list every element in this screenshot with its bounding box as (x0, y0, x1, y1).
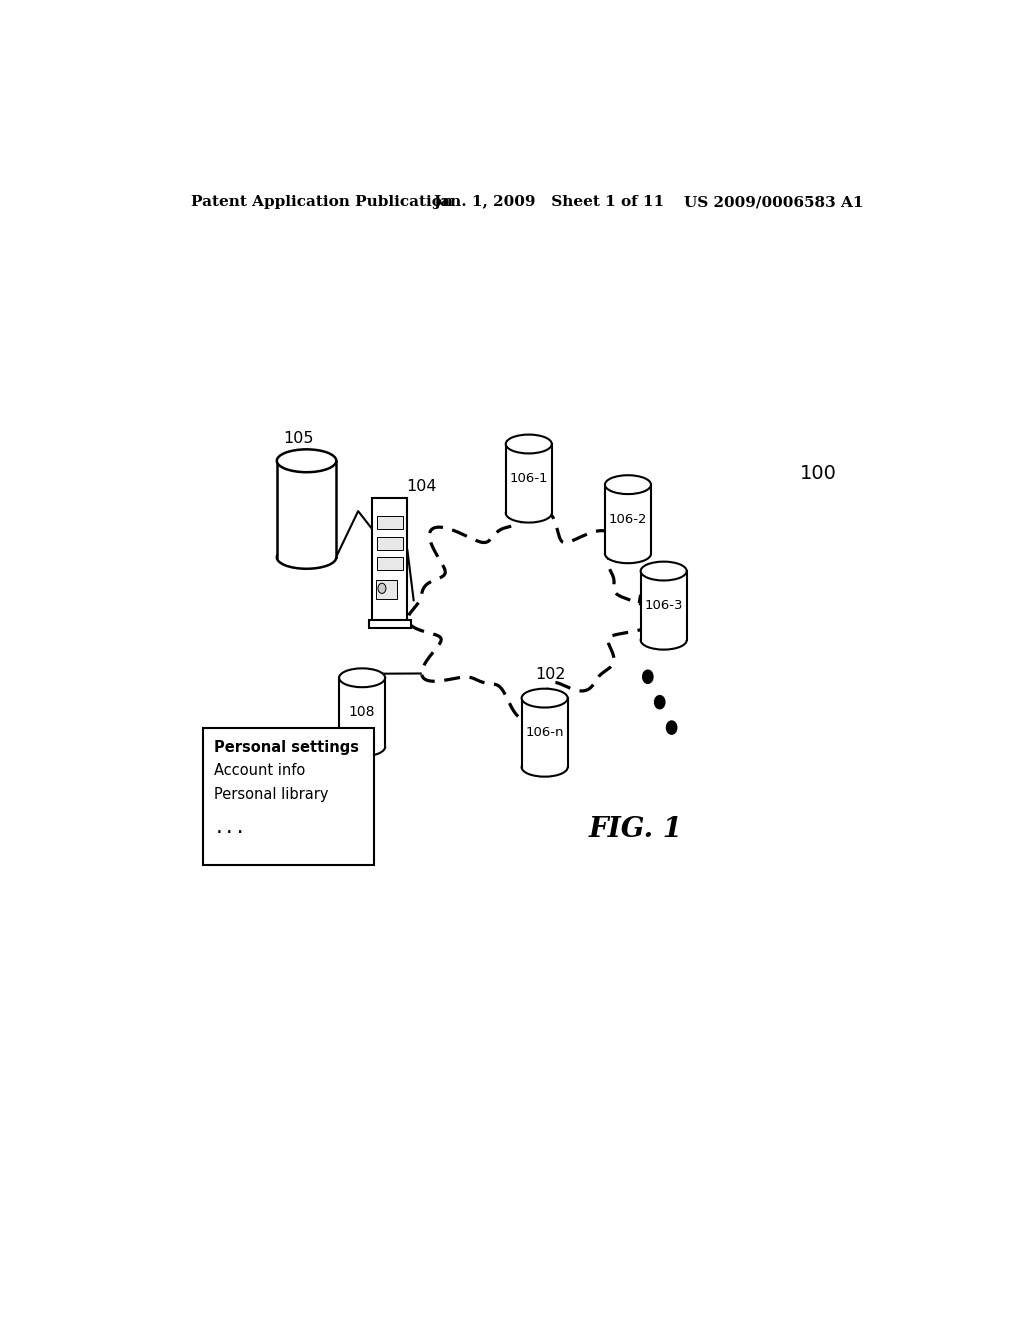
Ellipse shape (641, 631, 687, 649)
FancyBboxPatch shape (373, 498, 408, 622)
Polygon shape (521, 698, 567, 767)
Circle shape (643, 671, 653, 684)
Text: Personal library: Personal library (214, 787, 329, 801)
Text: FIG. 1: FIG. 1 (589, 816, 683, 842)
Text: 105: 105 (284, 432, 314, 446)
Text: 108: 108 (349, 705, 376, 719)
Text: Personal settings: Personal settings (214, 739, 358, 755)
FancyBboxPatch shape (204, 727, 374, 865)
Text: 100: 100 (800, 465, 837, 483)
Polygon shape (339, 677, 385, 747)
Ellipse shape (339, 668, 385, 688)
Polygon shape (506, 444, 552, 513)
Text: 106-2: 106-2 (608, 512, 647, 525)
Ellipse shape (605, 544, 651, 564)
Circle shape (667, 721, 677, 734)
Polygon shape (521, 698, 567, 767)
FancyBboxPatch shape (377, 581, 397, 598)
Text: 104: 104 (407, 479, 437, 494)
Text: 106-3: 106-3 (644, 599, 683, 612)
Ellipse shape (605, 475, 651, 494)
Text: 102: 102 (535, 667, 565, 681)
Ellipse shape (339, 738, 385, 756)
Ellipse shape (276, 546, 336, 569)
Text: Account info: Account info (214, 763, 305, 779)
Circle shape (378, 583, 386, 594)
Polygon shape (276, 461, 336, 557)
FancyBboxPatch shape (377, 536, 403, 549)
Circle shape (654, 696, 665, 709)
Polygon shape (605, 484, 651, 554)
Text: Patent Application Publication: Patent Application Publication (191, 195, 454, 209)
Ellipse shape (641, 561, 687, 581)
Text: 106-1: 106-1 (510, 473, 548, 484)
FancyBboxPatch shape (377, 557, 403, 570)
FancyBboxPatch shape (377, 516, 403, 529)
Polygon shape (641, 572, 687, 640)
Text: ...: ... (214, 818, 247, 837)
Text: 106-n: 106-n (525, 726, 564, 739)
Ellipse shape (506, 504, 552, 523)
Polygon shape (605, 484, 651, 554)
FancyBboxPatch shape (370, 620, 411, 628)
Text: Jan. 1, 2009   Sheet 1 of 11: Jan. 1, 2009 Sheet 1 of 11 (433, 195, 665, 209)
Polygon shape (506, 444, 552, 513)
Ellipse shape (506, 434, 552, 454)
Polygon shape (276, 461, 336, 557)
Ellipse shape (521, 689, 567, 708)
Ellipse shape (276, 449, 336, 473)
Ellipse shape (521, 758, 567, 776)
Polygon shape (408, 510, 658, 721)
Polygon shape (339, 677, 385, 747)
Text: US 2009/0006583 A1: US 2009/0006583 A1 (684, 195, 863, 209)
Polygon shape (641, 572, 687, 640)
